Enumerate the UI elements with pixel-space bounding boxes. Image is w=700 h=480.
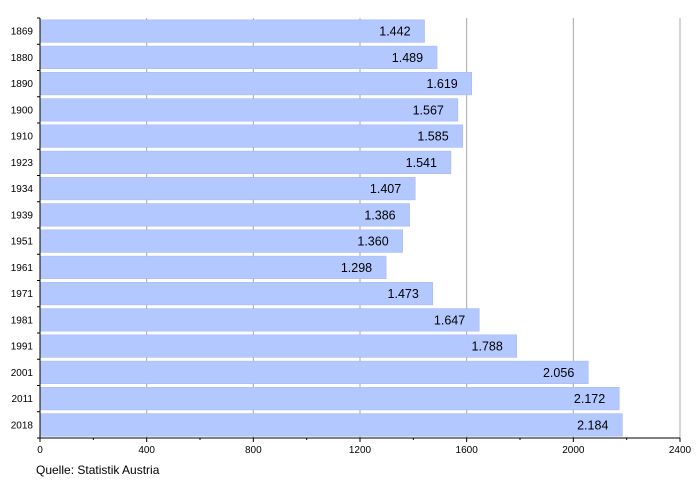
category-label-1890: 1890 <box>11 79 34 90</box>
x-tick-label-1200: 1200 <box>349 445 372 456</box>
data-label-1939: 1.386 <box>364 208 395 222</box>
data-label-1880: 1.489 <box>392 51 423 65</box>
category-label-1961: 1961 <box>11 263 34 274</box>
category-label-2018: 2018 <box>11 420 34 431</box>
x-tick-label-800: 800 <box>245 445 262 456</box>
bar-1880 <box>39 45 438 69</box>
bar-1934 <box>39 177 416 201</box>
x-tick-label-1600: 1600 <box>456 445 479 456</box>
category-label-1869: 1869 <box>11 27 34 38</box>
data-label-1890: 1.619 <box>426 77 457 91</box>
data-label-1934: 1.407 <box>370 182 401 196</box>
bar-2011 <box>39 387 620 411</box>
bar-1991 <box>39 334 518 358</box>
bar-1900 <box>39 98 459 122</box>
bar-1890 <box>39 72 472 96</box>
category-label-1880: 1880 <box>11 53 34 64</box>
category-label-1910: 1910 <box>11 132 34 143</box>
source-note: Quelle: Statistik Austria <box>36 463 160 477</box>
category-label-1981: 1981 <box>11 315 34 326</box>
bar-1923 <box>39 150 452 174</box>
bar-2018 <box>39 413 623 437</box>
category-label-1939: 1939 <box>11 210 34 221</box>
x-tick-label-0: 0 <box>37 445 43 456</box>
bar-2001 <box>39 360 589 384</box>
category-label-1934: 1934 <box>11 184 34 195</box>
bar-1971 <box>39 282 434 306</box>
data-label-1991: 1.788 <box>472 340 503 354</box>
x-tick-label-2400: 2400 <box>669 445 692 456</box>
bar-1961 <box>39 255 387 279</box>
data-label-1910: 1.585 <box>417 130 448 144</box>
data-label-2018: 2.184 <box>577 418 608 432</box>
data-label-1869: 1.442 <box>379 25 410 39</box>
bar-1939 <box>39 203 410 227</box>
data-label-2011: 2.172 <box>574 392 605 406</box>
data-label-1951: 1.360 <box>357 235 388 249</box>
bar-1910 <box>39 124 463 148</box>
bar-1869 <box>39 19 425 43</box>
category-label-1991: 1991 <box>11 342 34 353</box>
x-tick-label-2000: 2000 <box>562 445 585 456</box>
data-label-2001: 2.056 <box>543 366 574 380</box>
bar-1951 <box>39 229 403 253</box>
data-label-1961: 1.298 <box>341 261 372 275</box>
category-label-1971: 1971 <box>11 289 34 300</box>
category-label-2001: 2001 <box>11 368 34 379</box>
data-label-1981: 1.647 <box>434 313 465 327</box>
data-label-1971: 1.473 <box>388 287 419 301</box>
category-label-1900: 1900 <box>11 105 34 116</box>
category-label-2011: 2011 <box>11 394 33 405</box>
x-tick-label-400: 400 <box>138 445 155 456</box>
data-label-1923: 1.541 <box>406 156 437 170</box>
data-label-1900: 1.567 <box>413 103 444 117</box>
bar-1981 <box>39 308 480 332</box>
category-label-1923: 1923 <box>11 158 34 169</box>
category-label-1951: 1951 <box>11 237 34 248</box>
